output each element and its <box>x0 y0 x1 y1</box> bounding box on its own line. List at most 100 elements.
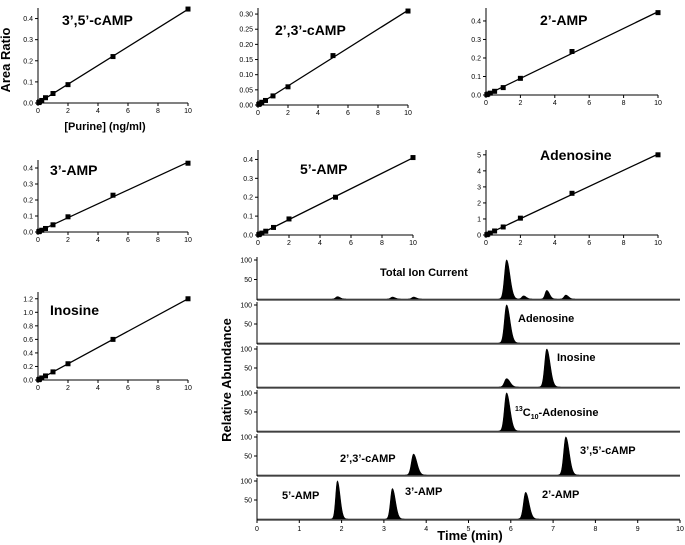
y-tick-label: 50 <box>244 322 252 329</box>
y-tick-label: 0.15 <box>239 57 253 64</box>
calibration-panel-1: 0 2 4 6 8 10 0.0 0.1 0.2 0.3 0.4 3’,5’-cAMP <box>23 6 192 115</box>
data-point <box>259 99 265 105</box>
y-tick-label: 1.2 <box>23 296 33 303</box>
y-tick-label: 4 <box>477 168 481 175</box>
label-subscript: 10 <box>531 414 539 421</box>
data-point <box>487 230 493 236</box>
x-tick-label: 10 <box>184 385 192 392</box>
x-tick-label: 2 <box>66 237 70 244</box>
x-tick-label: 6 <box>587 100 591 107</box>
x-tick-label: 0 <box>256 240 260 247</box>
panel-title: 2’-AMP <box>540 12 587 28</box>
data-point <box>110 192 116 198</box>
calibration-panel-7: 0 2 4 6 8 10 0.0 0.2 0.4 0.6 0.8 1.0 1.2 Inosine <box>23 292 192 392</box>
x-tick-label: 7 <box>551 526 555 533</box>
x-tick-label: 8 <box>593 526 597 533</box>
x-tick-label: 4 <box>553 100 557 107</box>
y-tick-label: 100 <box>240 303 252 310</box>
x-tick-label: 4 <box>424 526 428 533</box>
trace-path <box>257 304 680 344</box>
y-tick-label: 50 <box>244 498 252 505</box>
x-tick-label: 4 <box>96 385 100 392</box>
data-point <box>485 91 491 97</box>
x-tick-label: 4 <box>96 108 100 115</box>
chromatogram-trace-5: 100 50 2’,3’-cAMP 3’,5’-cAMP <box>240 434 680 477</box>
trace-path <box>257 348 680 388</box>
data-point <box>655 10 661 16</box>
y-tick-label: 0.2 <box>23 364 33 371</box>
trace-label: 13C10-Adenosine <box>515 406 598 421</box>
y-tick-label: 0.4 <box>471 18 481 25</box>
trace-label: Adenosine <box>518 313 574 325</box>
y-tick-label: 0.30 <box>239 12 253 19</box>
data-point <box>410 155 416 161</box>
calibration-panel-4: 0 2 4 6 8 10 0.0 0.1 0.2 0.3 0.4 3’-AMP <box>23 160 192 244</box>
chromatogram-trace-1: 100 50 Total Ion Current <box>240 257 680 301</box>
y-tick-label: 0.3 <box>471 37 481 44</box>
trace-path <box>257 480 680 520</box>
data-point <box>43 373 48 379</box>
y-tick-label: 0.0 <box>23 101 33 108</box>
chrom-xlabel: Time (min) <box>437 528 503 543</box>
x-tick-label: 4 <box>318 240 322 247</box>
data-point <box>110 336 116 342</box>
calibration-panel-3: 0 2 4 6 8 10 0.0 0.1 0.2 0.3 0.4 2’-AMP <box>471 8 662 107</box>
data-point <box>405 8 411 14</box>
data-point <box>517 215 523 221</box>
data-point <box>50 91 56 96</box>
x-tick-label: 5 <box>467 526 471 533</box>
x-tick-label: 2 <box>287 240 291 247</box>
data-point <box>65 361 71 367</box>
y-tick-label: 0.1 <box>23 79 33 86</box>
x-tick-label: 0 <box>484 240 488 247</box>
chromatogram-trace-2: 100 50 Adenosine <box>240 302 680 345</box>
x-tick-label: 10 <box>676 526 684 533</box>
data-point <box>43 225 48 231</box>
label-element: C <box>523 407 531 419</box>
y-tick-label: 0.3 <box>23 37 33 44</box>
y-tick-label: 0.2 <box>243 195 253 202</box>
x-tick-label: 0 <box>36 108 40 115</box>
y-tick-label: 0.4 <box>23 350 33 357</box>
calibration-panel-5: 0 2 4 6 8 10 0.0 0.1 0.2 0.3 0.4 5’-AMP <box>243 150 417 247</box>
y-tick-label: 0.25 <box>239 27 253 34</box>
panel-title: 5’-AMP <box>300 161 347 177</box>
trace-label: 3’-AMP <box>405 486 442 498</box>
x-tick-label: 2 <box>66 108 70 115</box>
y-tick-label: 0.4 <box>23 166 33 173</box>
data-point <box>655 152 661 158</box>
y-tick-label: 0.10 <box>239 72 253 79</box>
chromatogram-trace-6: 100 50 5’-AMP 3’-AMP 2’-AMP <box>240 478 680 521</box>
y-tick-label: 0.1 <box>471 74 481 81</box>
data-point <box>485 231 491 237</box>
x-tick-label: 10 <box>654 100 662 107</box>
y-tick-label: 0.20 <box>239 42 253 49</box>
data-point <box>569 190 575 196</box>
data-point <box>330 53 336 59</box>
y-tick-label: 100 <box>240 258 252 265</box>
y-tick-label: 5 <box>477 152 481 159</box>
x-tick-label: 1 <box>297 526 301 533</box>
y-tick-label: 0.05 <box>239 87 253 94</box>
x-tick-label: 0 <box>36 237 40 244</box>
x-tick-label: 8 <box>622 240 626 247</box>
x-tick-label: 6 <box>346 110 350 117</box>
y-tick-label: 100 <box>240 347 252 354</box>
x-tick-label: 4 <box>96 237 100 244</box>
data-point <box>65 214 71 220</box>
x-tick-label: 0 <box>484 100 488 107</box>
chromatogram-trace-4: 100 50 13C10-Adenosine <box>240 390 680 433</box>
data-point <box>492 88 498 94</box>
x-tick-label: 8 <box>156 385 160 392</box>
y-tick-label: 50 <box>244 366 252 373</box>
x-tick-label: 10 <box>184 108 192 115</box>
x-tick-label: 8 <box>156 108 160 115</box>
y-tick-label: 0.00 <box>239 103 253 110</box>
calibration-ylabel: Area Ratio <box>0 27 13 92</box>
data-point <box>50 369 56 375</box>
x-tick-label: 6 <box>126 108 130 115</box>
y-tick-label: 100 <box>240 479 252 486</box>
data-point <box>492 228 498 234</box>
trace-label: 2’,3’-cAMP <box>340 453 396 465</box>
chrom-ylabel: Relative Abundance <box>219 318 234 442</box>
